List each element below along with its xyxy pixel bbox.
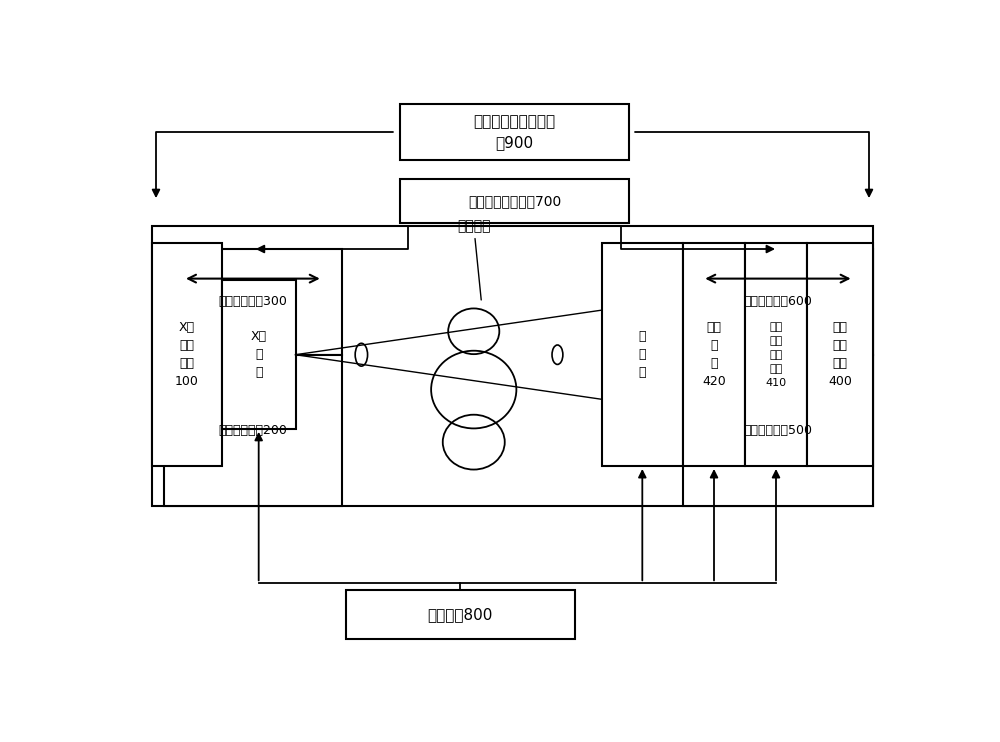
- Bar: [164, 249, 342, 355]
- Bar: [807, 243, 873, 466]
- Bar: [602, 243, 683, 466]
- Bar: [683, 249, 873, 355]
- Bar: [152, 226, 873, 506]
- Text: 旋转运动产生单元700: 旋转运动产生单元700: [468, 194, 561, 208]
- Text: 二维平面运动产生装
置900: 二维平面运动产生装 置900: [473, 114, 556, 151]
- Text: 旋转
部
件
420: 旋转 部 件 420: [702, 321, 726, 388]
- Text: 控制装置800: 控制装置800: [428, 607, 493, 622]
- Text: X射
线
源: X射 线 源: [251, 330, 267, 379]
- Text: 水平
移动
产生
装置
410: 水平 移动 产生 装置 410: [765, 322, 787, 388]
- Text: 被检测体: 被检测体: [457, 219, 490, 300]
- Text: 探测
器支
撑架
400: 探测 器支 撑架 400: [828, 321, 852, 388]
- Text: 探
测
器: 探 测 器: [639, 330, 646, 379]
- Bar: [400, 179, 629, 223]
- Bar: [745, 243, 807, 466]
- Text: 第一驱动单元300: 第一驱动单元300: [218, 295, 287, 309]
- Bar: [683, 355, 873, 506]
- Text: 第二驱动单元600: 第二驱动单元600: [744, 295, 812, 309]
- Bar: [683, 243, 745, 466]
- Bar: [222, 280, 296, 429]
- Bar: [164, 355, 342, 506]
- Bar: [400, 105, 629, 160]
- Bar: [346, 590, 574, 639]
- Text: 第一伸缩单元200: 第一伸缩单元200: [218, 424, 287, 437]
- Text: X射
线支
撑架
100: X射 线支 撑架 100: [175, 321, 199, 388]
- Bar: [152, 243, 222, 466]
- Text: 第二伸缩单元500: 第二伸缩单元500: [743, 424, 812, 437]
